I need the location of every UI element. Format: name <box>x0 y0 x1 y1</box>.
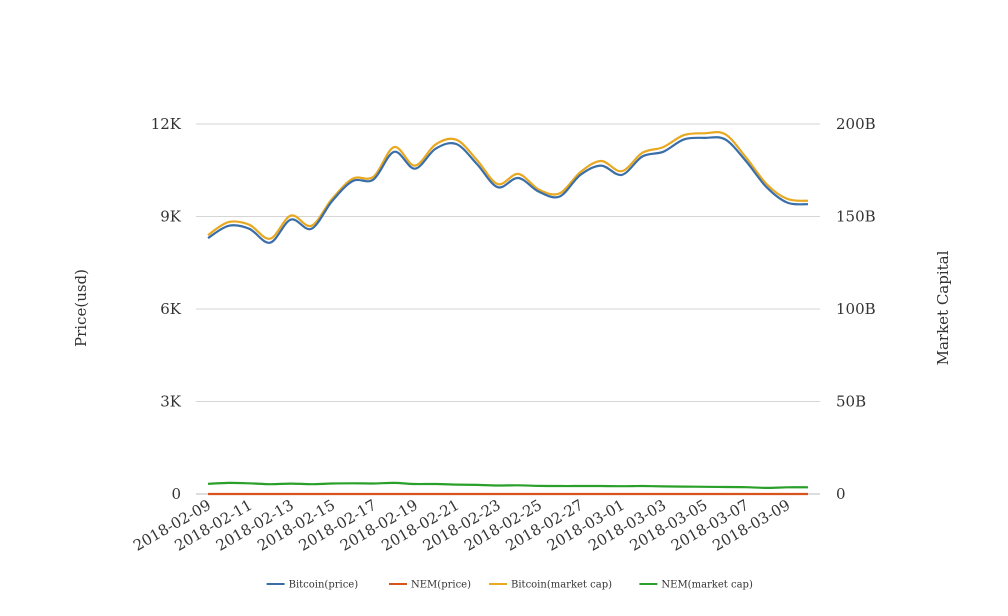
legend-label: NEM(market cap) <box>661 580 753 591</box>
legend-label: Bitcoin(price) <box>289 580 359 591</box>
series-line-2 <box>207 131 809 240</box>
right-y-tick-label: 100B <box>836 300 876 318</box>
left-y-tick-label: 9K <box>160 208 182 226</box>
series-line-3 <box>207 481 809 489</box>
right-axis-title: Market Capital <box>934 250 952 365</box>
right-y-tick-label: 50B <box>836 393 866 411</box>
left-y-tick-label: 12K <box>151 115 182 133</box>
left-axis-title: Price(usd) <box>72 269 90 347</box>
legend: Bitcoin(price) NEM(price) Bitcoin(market c… <box>266 580 753 591</box>
legend-label: NEM(price) <box>411 580 471 591</box>
legend-item[interactable]: NEM(price) <box>389 580 471 591</box>
right-y-tick-label: 0 <box>836 485 846 503</box>
right-y-tick-label: 200B <box>836 115 876 133</box>
legend-label: Bitcoin(market cap) <box>511 580 612 591</box>
series-lines <box>207 131 809 496</box>
right-y-axis-ticks: 0 50B 100B 150B 200B <box>836 115 876 503</box>
left-y-axis-ticks: 0 3K 6K 9K 12K <box>151 115 182 503</box>
x-axis-ticks: 2018-02-092018-02-112018-02-132018-02-15… <box>130 496 793 555</box>
legend-item[interactable]: Bitcoin(market cap) <box>489 580 612 591</box>
left-y-tick-label: 0 <box>171 485 181 503</box>
right-y-tick-label: 150B <box>836 208 876 226</box>
legend-item[interactable]: NEM(market cap) <box>639 580 753 591</box>
series-line-0 <box>207 136 809 244</box>
left-y-tick-label: 6K <box>160 300 182 318</box>
left-y-tick-label: 3K <box>160 393 182 411</box>
legend-item[interactable]: Bitcoin(price) <box>266 580 359 591</box>
